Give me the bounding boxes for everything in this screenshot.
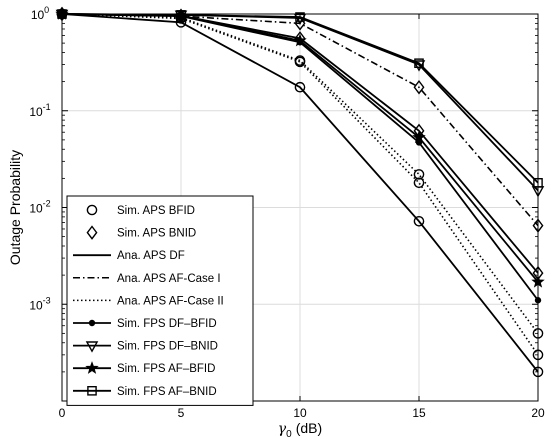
square-marker	[87, 386, 97, 396]
legend-label: Sim. FPS DF–BFID	[117, 318, 217, 330]
y-tick-exponent: -3	[43, 295, 51, 305]
x-tick-label: 0	[59, 406, 66, 420]
circle-marker	[532, 328, 544, 339]
diamond-marker	[413, 79, 425, 95]
y-tick-base: 10	[29, 202, 43, 216]
legend-entry: Sim. FPS DF–BNID	[73, 341, 218, 353]
circle-marker	[532, 349, 544, 361]
y-tick-label: 10-3	[29, 295, 50, 312]
y-tick-label: 100	[31, 5, 49, 22]
x-tick-label: 10	[293, 406, 307, 420]
diamond-marker	[532, 218, 544, 233]
square-marker	[295, 12, 305, 22]
y-tick-exponent: -1	[43, 102, 51, 112]
legend-label: Ana. APS DF	[117, 250, 185, 262]
x-tick-label: 15	[412, 406, 426, 420]
y-tick-exponent: -2	[43, 199, 51, 209]
y-axis-label: Outage Probability	[7, 150, 23, 265]
legend-entry: Sim. APS BFID	[86, 204, 195, 217]
circle-marker	[413, 177, 425, 189]
data-series	[55, 6, 545, 378]
legend-entry: Sim. APS BNID	[86, 225, 196, 240]
y-tick-base: 10	[29, 298, 43, 312]
x-axis-subscript: 0	[286, 429, 292, 440]
circle-marker	[86, 204, 98, 216]
series-line	[61, 13, 539, 334]
triangle-down-marker	[85, 341, 99, 353]
y-tick-base: 10	[31, 8, 45, 22]
legend-label: Ana. APS AF-Case I	[117, 273, 221, 285]
legend-entry: Sim. FPS AF–BFID	[73, 361, 215, 375]
circle-marker	[413, 216, 425, 227]
square-marker	[414, 58, 424, 69]
legend-label: Ana. APS AF-Case II	[117, 295, 224, 307]
legend-entry: Sim. FPS AF–BNID	[73, 386, 217, 398]
y-tick-exponent: 0	[44, 5, 49, 15]
diamond-marker	[413, 123, 425, 139]
x-tick-label: 5	[178, 406, 185, 420]
y-tick-label: 10-2	[29, 199, 50, 216]
square-marker	[533, 178, 543, 188]
dot-marker	[534, 297, 542, 304]
legend-entry: Sim. FPS DF–BFID	[73, 318, 217, 330]
legend-entry: Ana. APS AF-Case II	[73, 295, 224, 307]
y-tick-label: 10-1	[29, 102, 50, 119]
circle-marker	[294, 55, 306, 66]
star-marker	[531, 274, 545, 288]
square-marker	[176, 10, 186, 20]
x-axis-label: γ0 (dB)	[278, 420, 322, 440]
legend-label: Sim. FPS AF–BFID	[117, 363, 215, 375]
legend-label: Sim. FPS AF–BNID	[117, 386, 217, 398]
circle-marker	[294, 81, 306, 93]
series-line	[61, 13, 539, 356]
legend-entry: Ana. APS DF	[73, 250, 185, 262]
diamond-marker	[86, 225, 98, 240]
x-axis-unit: (dB)	[296, 420, 322, 436]
star-marker	[85, 361, 99, 374]
circle-marker	[532, 366, 544, 378]
legend-entry: Ana. APS AF-Case I	[73, 273, 221, 285]
series-line	[61, 13, 539, 373]
legend-label: Sim. FPS DF–BNID	[117, 341, 218, 353]
legend-label: Sim. APS BFID	[117, 205, 195, 217]
legend: Sim. APS BFID Sim. APS BNID Ana. APS DF Ana…	[66, 195, 254, 406]
diamond-marker	[532, 265, 544, 281]
circle-marker	[413, 169, 425, 180]
dot-marker	[88, 319, 96, 327]
square-marker	[57, 9, 67, 19]
diamond-marker	[294, 31, 306, 46]
x-axis-symbol: γ	[278, 421, 287, 437]
series-fps-af-bnid	[57, 9, 543, 188]
series-line	[61, 13, 539, 184]
legend-label: Sim. APS BNID	[117, 228, 196, 240]
x-tick-label: 20	[531, 406, 545, 420]
y-tick-base: 10	[29, 105, 43, 119]
